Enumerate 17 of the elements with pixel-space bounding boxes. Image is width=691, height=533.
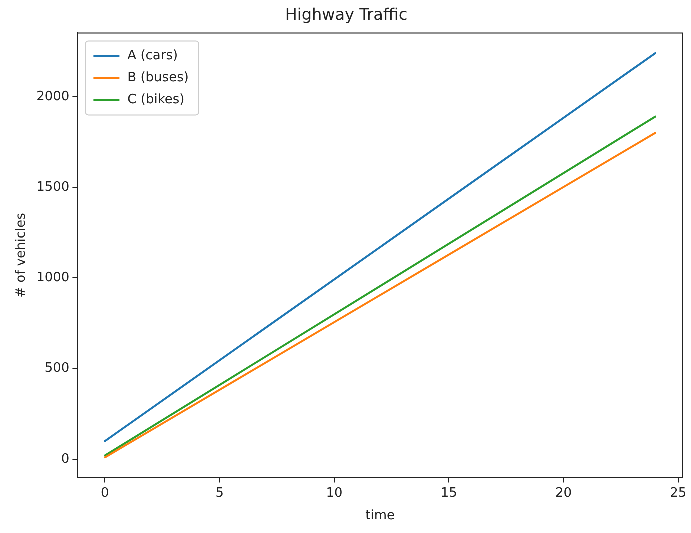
legend-label: B (buses)	[128, 70, 189, 86]
y-tick-label: 1000	[36, 270, 70, 286]
x-tick-label: 15	[440, 486, 458, 501]
x-axis-title: time	[366, 508, 396, 524]
y-tick-label: 0	[61, 452, 70, 467]
y-tick-label: 2000	[36, 89, 70, 104]
x-tick-label: 25	[670, 486, 687, 501]
y-tick-label: 500	[44, 361, 70, 376]
y-axis-title: # of vehicles	[14, 212, 30, 298]
x-tick-label: 20	[556, 486, 572, 501]
legend-label: A (cars)	[128, 48, 178, 64]
x-tick-label: 0	[101, 486, 110, 501]
x-tick-label: 10	[326, 486, 343, 501]
chart-title: Highway Traffic	[285, 4, 408, 24]
y-tick-label: 1500	[36, 180, 70, 195]
legend-label: C (bikes)	[128, 92, 185, 108]
x-tick-label: 5	[216, 486, 224, 501]
